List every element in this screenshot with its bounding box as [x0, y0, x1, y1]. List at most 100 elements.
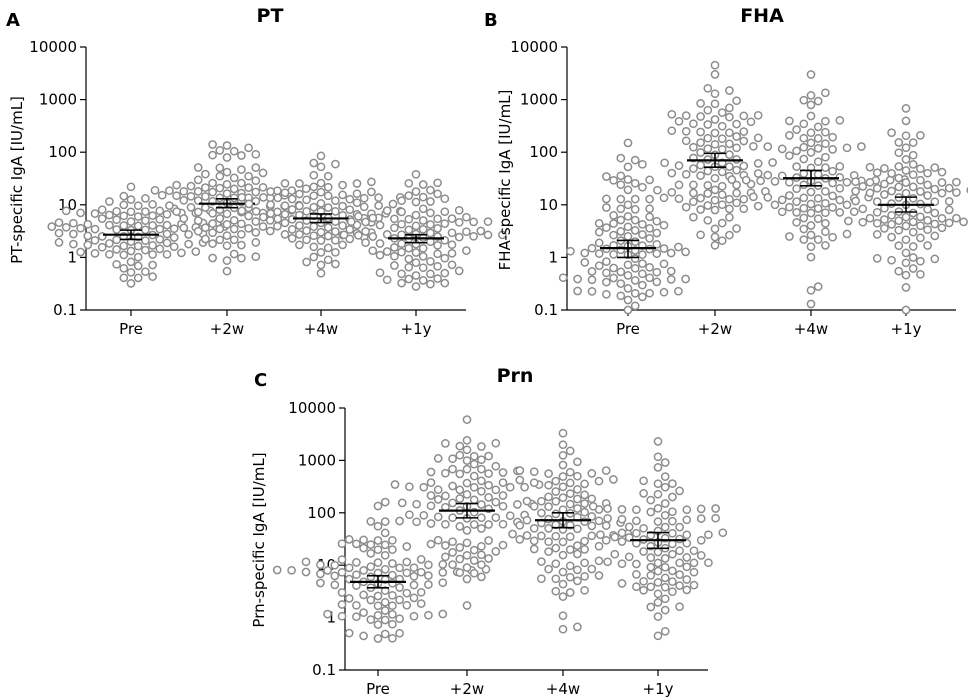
data-point	[835, 115, 845, 125]
data-point	[828, 191, 837, 201]
data-point	[186, 202, 196, 212]
data-point	[440, 253, 450, 263]
data-point	[309, 222, 319, 231]
data-point	[675, 546, 684, 556]
data-point	[703, 144, 713, 154]
data-point	[169, 233, 179, 242]
data-point	[141, 236, 150, 245]
data-point	[295, 230, 304, 239]
data-point	[258, 222, 268, 231]
data-point	[624, 522, 634, 532]
data-point	[105, 239, 114, 248]
data-point	[653, 631, 663, 641]
data-point	[515, 475, 525, 485]
data-point	[179, 223, 189, 233]
data-point	[880, 190, 889, 199]
data-point	[660, 510, 670, 520]
data-point	[689, 164, 698, 173]
data-point	[126, 279, 136, 288]
data-point	[646, 562, 656, 572]
data-point	[491, 547, 501, 556]
data-point	[498, 519, 508, 529]
data-point	[172, 180, 181, 190]
data-point	[544, 514, 553, 524]
data-point	[409, 571, 419, 581]
data-point	[119, 221, 129, 230]
data-point	[477, 476, 486, 486]
data-point	[302, 226, 311, 235]
data-point	[380, 497, 390, 507]
data-point	[580, 479, 589, 489]
data-point	[835, 162, 845, 171]
data-point	[405, 482, 414, 492]
data-point	[908, 138, 918, 147]
data-point	[169, 224, 179, 234]
data-point	[587, 512, 597, 521]
y-tick-label: 100	[529, 143, 558, 161]
data-point	[725, 103, 734, 113]
data-point	[573, 471, 582, 481]
data-point	[105, 210, 114, 220]
data-point	[337, 588, 347, 597]
data-point	[361, 217, 370, 227]
data-point	[165, 186, 174, 195]
data-point	[352, 189, 362, 199]
data-point	[404, 262, 414, 272]
data-point	[316, 199, 326, 208]
data-point	[83, 231, 93, 241]
data-point	[469, 217, 478, 227]
data-point	[901, 270, 911, 280]
data-point	[462, 478, 472, 488]
data-point	[258, 182, 268, 192]
data-point	[682, 505, 692, 515]
data-point	[865, 188, 875, 198]
data-point	[380, 528, 390, 538]
data-point	[646, 582, 656, 592]
data-point	[148, 200, 157, 209]
data-point	[411, 197, 421, 207]
data-point	[799, 224, 809, 234]
data-point	[645, 204, 654, 214]
data-point	[316, 268, 326, 278]
data-point	[630, 226, 640, 235]
data-point	[186, 181, 196, 191]
data-point	[842, 177, 852, 187]
data-point	[491, 485, 501, 495]
data-point	[404, 254, 414, 264]
data-point	[580, 585, 589, 595]
data-point	[505, 511, 515, 521]
data-point	[316, 560, 325, 570]
data-point	[916, 233, 925, 243]
data-point	[558, 624, 568, 634]
data-point	[331, 247, 340, 257]
data-point	[402, 600, 412, 610]
y-tick-label: 100	[307, 504, 336, 522]
data-point	[799, 95, 809, 105]
data-point	[404, 191, 414, 200]
data-point	[462, 445, 472, 455]
data-point	[273, 193, 283, 203]
data-point	[119, 211, 129, 221]
data-point	[359, 202, 369, 212]
data-point	[558, 450, 568, 460]
y-tick-label: 0.1	[53, 301, 77, 319]
data-point	[359, 631, 368, 641]
data-point	[806, 199, 816, 209]
data-point	[83, 240, 93, 250]
data-point	[172, 191, 181, 201]
data-point	[617, 528, 627, 538]
data-point	[806, 208, 816, 218]
y-tick-label: 10000	[288, 399, 336, 417]
data-point	[395, 583, 404, 592]
data-point	[710, 99, 720, 109]
data-point	[617, 537, 627, 546]
data-point	[652, 228, 662, 238]
data-point	[594, 261, 604, 271]
data-point	[169, 242, 179, 252]
data-point	[345, 194, 355, 204]
data-point	[373, 545, 383, 555]
data-point	[551, 531, 561, 541]
data-point	[551, 509, 561, 519]
data-point	[813, 157, 823, 167]
data-point	[763, 193, 773, 202]
